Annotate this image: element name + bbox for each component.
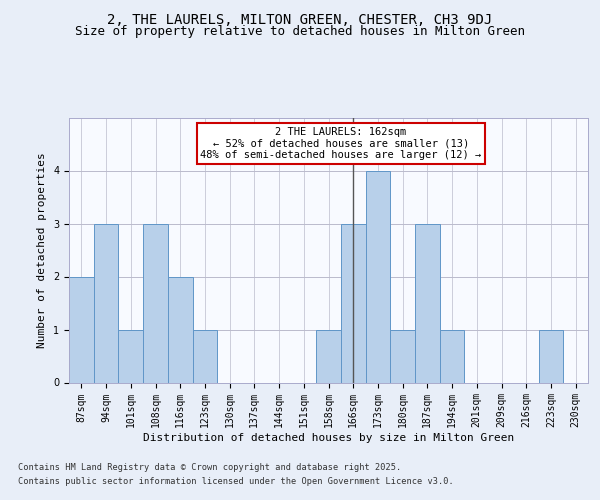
Bar bbox=[390, 330, 415, 382]
Bar bbox=[440, 330, 464, 382]
Text: 2, THE LAURELS, MILTON GREEN, CHESTER, CH3 9DJ: 2, THE LAURELS, MILTON GREEN, CHESTER, C… bbox=[107, 12, 493, 26]
Y-axis label: Number of detached properties: Number of detached properties bbox=[37, 152, 47, 348]
Bar bbox=[69, 276, 94, 382]
Text: Contains HM Land Registry data © Crown copyright and database right 2025.: Contains HM Land Registry data © Crown c… bbox=[18, 464, 401, 472]
Bar bbox=[94, 224, 118, 382]
X-axis label: Distribution of detached houses by size in Milton Green: Distribution of detached houses by size … bbox=[143, 433, 514, 443]
Bar bbox=[316, 330, 341, 382]
Bar bbox=[341, 224, 365, 382]
Bar bbox=[415, 224, 440, 382]
Text: 2 THE LAURELS: 162sqm
← 52% of detached houses are smaller (13)
48% of semi-deta: 2 THE LAURELS: 162sqm ← 52% of detached … bbox=[200, 127, 481, 160]
Bar bbox=[168, 276, 193, 382]
Bar bbox=[365, 170, 390, 382]
Bar bbox=[539, 330, 563, 382]
Bar bbox=[193, 330, 217, 382]
Bar bbox=[143, 224, 168, 382]
Bar bbox=[118, 330, 143, 382]
Text: Contains public sector information licensed under the Open Government Licence v3: Contains public sector information licen… bbox=[18, 477, 454, 486]
Text: Size of property relative to detached houses in Milton Green: Size of property relative to detached ho… bbox=[75, 25, 525, 38]
